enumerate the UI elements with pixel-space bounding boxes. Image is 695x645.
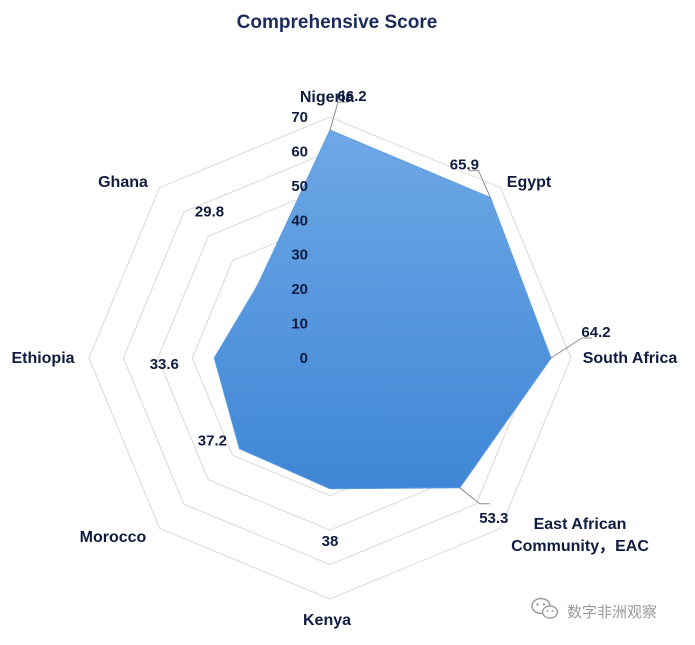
radial-tick-label: 30 <box>291 247 308 264</box>
radar-area <box>213 129 552 490</box>
radial-tick-label: 0 <box>300 350 308 367</box>
category-label: Morocco <box>80 529 147 546</box>
radial-tick-label: 10 <box>291 316 308 333</box>
leader-line <box>459 487 490 505</box>
radial-tick-label: 50 <box>291 178 308 195</box>
radial-tick-label: 20 <box>291 281 308 298</box>
category-label: Nigeria <box>300 89 354 106</box>
data-label: 33.6 <box>150 356 179 373</box>
leader-line <box>550 337 592 359</box>
chart-title: Comprehensive Score <box>237 12 438 33</box>
radar-area-layer <box>213 129 552 490</box>
category-label: Community，EAC <box>511 538 649 555</box>
category-label: Ethiopia <box>11 350 74 367</box>
leader-lines <box>329 101 592 505</box>
data-label: 65.9 <box>450 157 479 174</box>
category-labels: Nigeria Egypt South Africa East African Comm… <box>11 89 677 629</box>
leader-line <box>468 170 491 198</box>
watermark-text: 数字非洲观察 <box>567 603 657 621</box>
grid-ring <box>88 116 572 600</box>
radial-tick-label: 60 <box>291 143 308 160</box>
data-label: 53.3 <box>479 510 508 527</box>
data-label: 64.2 <box>581 324 610 341</box>
radial-tick-label: 40 <box>291 212 308 229</box>
radial-tick-label: 70 <box>291 109 308 126</box>
leader-line <box>329 101 348 131</box>
data-label: 38 <box>322 533 339 550</box>
category-label: Ghana <box>98 174 148 191</box>
watermark: 数字非洲观察 <box>531 597 657 621</box>
radial-tick-labels: 0 10 20 30 40 50 60 70 <box>291 109 308 367</box>
data-label: 37.2 <box>198 433 227 450</box>
category-label: South Africa <box>583 350 678 367</box>
category-label: East African <box>534 516 627 533</box>
wechat-icon <box>531 597 559 619</box>
data-label: 29.8 <box>195 204 224 221</box>
category-label: Kenya <box>303 612 351 629</box>
data-label: 66.2 <box>337 88 366 105</box>
category-label: Egypt <box>507 174 552 191</box>
data-labels: 66.2 65.9 64.2 53.3 38 37.2 33.6 29.8 <box>150 88 611 550</box>
